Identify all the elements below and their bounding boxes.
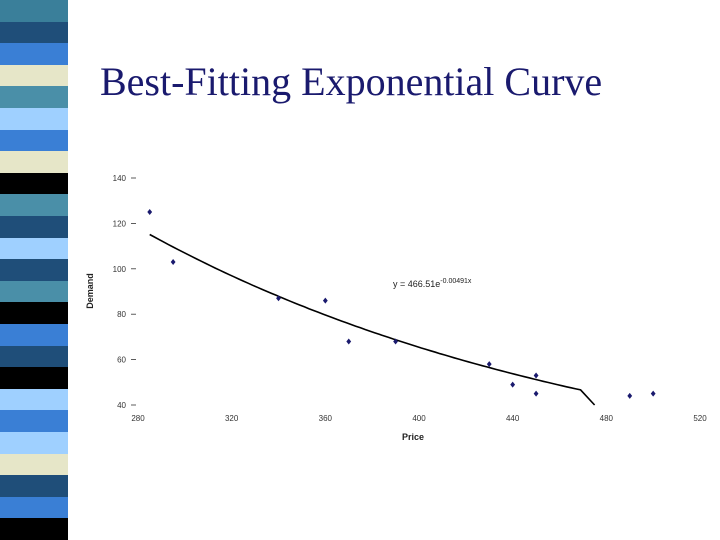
decorative-stripe [0,0,68,540]
y-tick-label: 40 [117,401,126,410]
x-axis-label: Price [402,432,424,442]
stripe-block [0,453,68,476]
trendline [149,233,596,406]
stripe-block [0,259,68,282]
y-tick-label: 120 [113,219,127,228]
x-tick-label: 280 [131,414,145,423]
y-tick-label: 60 [117,356,126,365]
stripe-block [0,324,68,347]
stripe-block [0,496,68,519]
stripe-block [0,108,68,131]
x-tick-label: 360 [319,414,333,423]
data-point [393,338,398,345]
stripe-block [0,475,68,498]
data-point [510,381,516,388]
stripe-block [0,216,68,239]
stripe-block [0,280,68,303]
data-point [147,209,153,216]
stripe-block [0,388,68,411]
stripe-block [0,345,68,368]
data-point [346,338,352,345]
data-point [533,372,539,379]
stripe-block [0,43,68,66]
x-tick-label: 400 [412,414,426,423]
stripe-block [0,151,68,174]
stripe-block [0,410,68,433]
stripe-block [0,21,68,44]
x-tick-label: 320 [225,414,239,423]
y-axis: 40 60 80 100 120 140 [113,174,136,410]
x-axis: 280 320 360 400 440 480 520 [131,414,707,423]
x-tick-label: 520 [693,414,707,423]
stripe-block [0,518,68,540]
y-tick-label: 100 [113,265,127,274]
scatter-chart: 40 60 80 100 120 140 280 320 360 400 440 480 520 y … [85,174,707,442]
stripe-block [0,86,68,109]
y-tick-label: 80 [117,310,126,319]
y-tick-label: 140 [113,174,127,183]
x-tick-label: 480 [600,414,614,423]
stripe-block [0,302,68,325]
data-point [533,390,539,397]
stripe-block [0,172,68,195]
data-point [486,361,492,368]
stripe-block [0,367,68,390]
data-point [170,258,176,265]
data-point [650,390,656,397]
stripe-block [0,237,68,260]
data-points [147,209,656,399]
stripe-block [0,432,68,455]
stripe-block [0,194,68,217]
y-axis-label: Demand [85,273,95,309]
data-point [322,297,328,304]
trendline-equation: y = 466.51e-0.00491x [393,278,472,289]
x-tick-label: 440 [506,414,520,423]
data-point [627,392,633,399]
slide-title: Best-Fitting Exponential Curve [100,59,603,104]
stripe-block [0,0,68,23]
stripe-block [0,64,68,87]
stripe-block [0,129,68,152]
